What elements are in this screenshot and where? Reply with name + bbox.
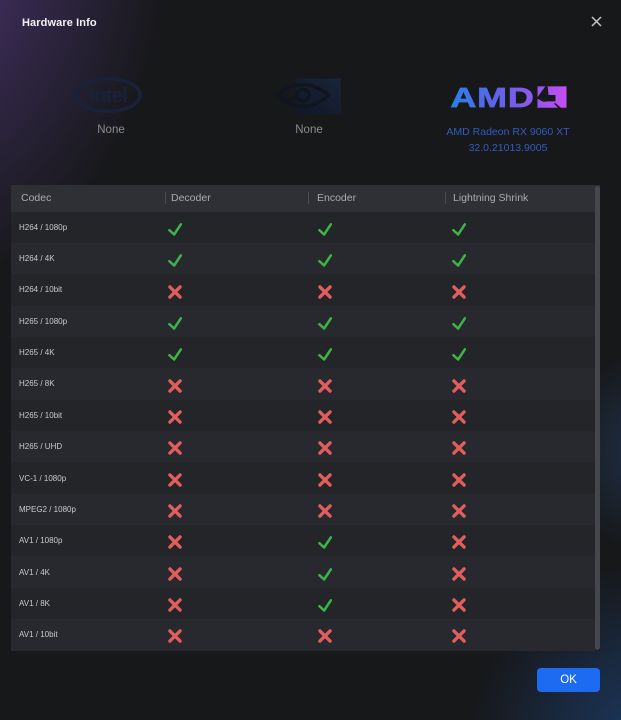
svg-text:intel: intel	[89, 85, 127, 108]
svg-text:AMD: AMD	[451, 82, 535, 112]
